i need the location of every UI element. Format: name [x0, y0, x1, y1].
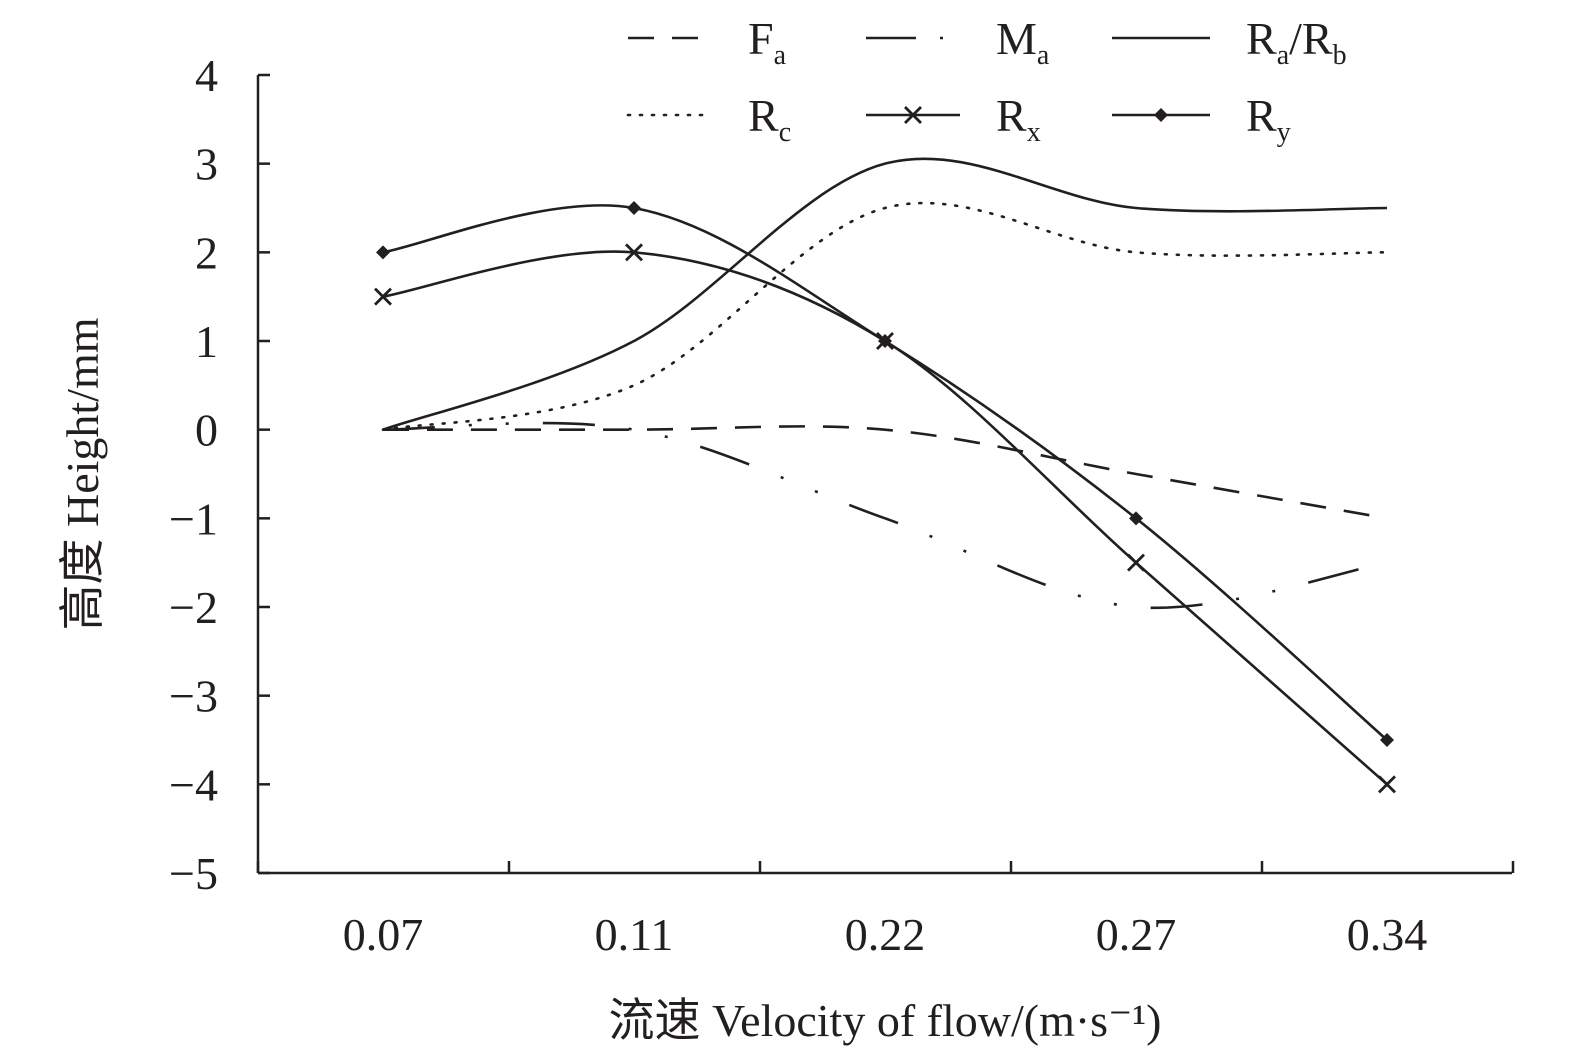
y-tick-label: −5: [169, 848, 218, 899]
x-tick-label: 0.07: [343, 909, 424, 960]
y-tick-label: 2: [195, 227, 218, 278]
legend-item: Ry: [1112, 90, 1291, 148]
x-marker: [1379, 776, 1395, 792]
legend-item: Ra/Rb: [1112, 13, 1347, 71]
series-line: [383, 159, 1387, 430]
x-axis-label: 流速 Velocity of flow/(m·s⁻¹): [609, 995, 1162, 1046]
y-tick-label: 3: [195, 139, 218, 190]
x-tick-label: 0.34: [1347, 909, 1428, 960]
chart-legend: Fa Ma Ra/Rb Rc Rx Ry: [628, 13, 1347, 148]
diamond-marker: [376, 245, 390, 259]
legend-label: Ra/Rb: [1246, 13, 1347, 71]
x-tick-label: 0.27: [1096, 909, 1177, 960]
x-marker: [1128, 555, 1144, 571]
y-tick-label: −1: [169, 493, 218, 544]
legend-label: Ma: [996, 13, 1050, 71]
y-tick-label: −3: [169, 671, 218, 722]
legend-label: Ry: [1246, 90, 1291, 148]
x-tick-label: 0.22: [845, 909, 926, 960]
series-fa: [383, 426, 1387, 518]
y-axis-label: 高度 Height/mm: [57, 317, 108, 630]
legend-label: Rc: [748, 90, 791, 148]
series-ry: [376, 201, 1394, 747]
diamond-marker: [627, 201, 641, 215]
series-rc: [383, 203, 1387, 430]
y-tick-label: −4: [169, 759, 218, 810]
chart-series: [375, 159, 1395, 793]
series-line: [383, 423, 1387, 608]
legend-item: Rx: [866, 90, 1041, 148]
x-tick-label: 0.11: [595, 909, 674, 960]
legend-item: Fa: [628, 13, 787, 71]
y-tick-label: 0: [195, 405, 218, 456]
y-tick-label: 4: [195, 50, 218, 101]
y-tick-label: −2: [169, 582, 218, 633]
diamond-marker: [1154, 108, 1168, 122]
legend-item: Rc: [628, 90, 791, 148]
legend-item: Ma: [866, 13, 1050, 71]
legend-label: Fa: [748, 13, 787, 71]
series-line: [383, 205, 1387, 740]
series-line: [383, 203, 1387, 430]
series-ma: [383, 423, 1387, 608]
series-line: [383, 426, 1387, 518]
y-tick-label: 1: [195, 316, 218, 367]
series-ra: [383, 159, 1387, 430]
legend-label: Rx: [996, 90, 1041, 148]
